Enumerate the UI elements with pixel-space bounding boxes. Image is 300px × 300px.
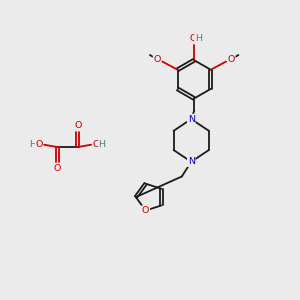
Text: N: N <box>188 115 195 124</box>
Text: O: O <box>35 140 43 149</box>
Text: H: H <box>195 34 202 43</box>
Text: O: O <box>74 122 82 130</box>
Text: H: H <box>98 140 106 149</box>
Text: O: O <box>54 164 61 173</box>
Text: O: O <box>92 140 100 149</box>
Text: O: O <box>153 55 161 64</box>
Text: N: N <box>188 157 195 166</box>
Text: O: O <box>228 55 235 64</box>
Text: H: H <box>30 140 37 149</box>
Text: O: O <box>189 34 196 43</box>
Text: O: O <box>142 206 149 215</box>
